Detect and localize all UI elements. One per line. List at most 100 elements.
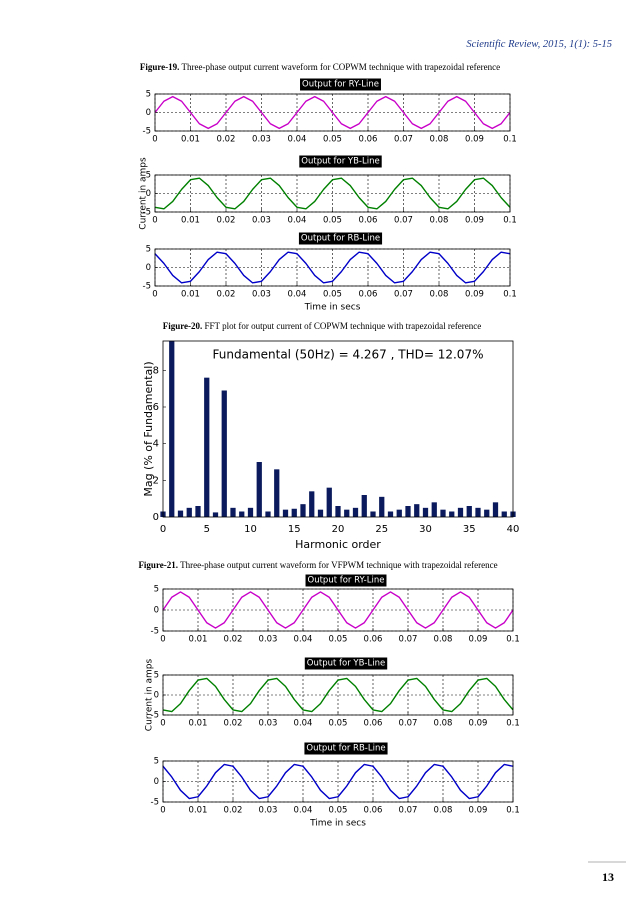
x-tick-label: 0 [160, 806, 165, 816]
bar [361, 495, 367, 517]
x-tick-label: 0.03 [252, 216, 271, 226]
y-tick-label: 5 [146, 245, 151, 255]
x-tick-label: 0.05 [329, 635, 348, 645]
bar [370, 511, 376, 517]
x-tick-label: 0.07 [394, 216, 413, 226]
bar [449, 511, 455, 517]
line-series [154, 95, 511, 130]
x-tick-label: 40 [507, 524, 520, 535]
x-tick-label: 0.02 [224, 806, 243, 816]
figure-caption: Figure-19. Three-phase output current wa… [140, 62, 500, 72]
bar [335, 506, 341, 517]
x-tick-label: 0.04 [288, 216, 307, 226]
x-tick-label: 10 [244, 524, 257, 535]
plot-title: Output for YB-Line [301, 157, 379, 167]
x-tick-label: 0.04 [288, 135, 307, 145]
x-tick-label: 0.1 [503, 216, 517, 226]
x-tick-label: 25 [375, 524, 388, 535]
bar [195, 506, 201, 517]
x-tick-label: 0.08 [430, 135, 449, 145]
x-tick-label: 0.1 [503, 135, 517, 145]
y-tick-label: 5 [154, 671, 159, 681]
x-tick-label: 0.09 [465, 216, 484, 226]
y-tick-label: 0 [146, 108, 151, 118]
title-background [299, 155, 382, 168]
bar [247, 507, 254, 517]
y-tick-label: 4 [153, 439, 159, 450]
running-header: Scientific Review, 2015, 1(1): 5-15 [466, 39, 612, 50]
y-tick-label: -5 [151, 798, 159, 808]
bar [256, 462, 262, 517]
x-tick-label: 30 [419, 524, 432, 535]
y-axis-label: Current in amps [139, 157, 149, 230]
bar [186, 507, 192, 517]
axes-box [162, 674, 514, 716]
bar [414, 504, 420, 517]
axes-box [162, 760, 514, 803]
bar [352, 507, 359, 517]
x-tick-label: 0.02 [224, 635, 243, 645]
x-tick-label: 0.09 [469, 719, 488, 729]
y-tick-label: 0 [146, 189, 151, 199]
chart: 0 0.01 0.02 0.03 0.04 0.05 0.06 0.07 0.08 0.09 0.1… [143, 232, 517, 313]
bar [309, 491, 315, 517]
y-axis-label: Current in amps [145, 658, 155, 731]
x-tick-label: 0 [160, 524, 166, 535]
x-tick-label: 0.06 [359, 135, 378, 145]
bar [440, 509, 446, 517]
caption-text: FFT plot for output current of COPWM tec… [202, 321, 481, 331]
bar [212, 512, 219, 517]
x-tick-label: 0.02 [217, 135, 236, 145]
x-tick-label: 0 [160, 635, 165, 645]
x-tick-label: 0 [152, 135, 157, 145]
chart: 0 0.01 0.02 0.03 0.04 0.05 0.06 0.07 0.08 0.09 0.1… [139, 155, 517, 230]
x-tick-label: 0.09 [465, 135, 484, 145]
x-tick-label: 0.05 [323, 290, 342, 300]
bar [466, 506, 472, 517]
y-tick-label: 6 [153, 402, 159, 413]
y-axis-label: Mag (% of Fundamental) [142, 361, 155, 496]
bar [475, 507, 481, 517]
x-tick-label: 0.04 [294, 635, 313, 645]
x-tick-label: 0.08 [430, 290, 449, 300]
figure-caption: Figure-20. FFT plot for output current o… [163, 321, 482, 331]
bar [379, 496, 385, 517]
bar [405, 506, 411, 517]
title-background [304, 657, 388, 670]
x-tick-label: 0.08 [434, 719, 453, 729]
plot-title: Output for RB-Line [306, 744, 385, 754]
x-tick-label: 0.06 [364, 806, 383, 816]
y-tick-label: 0 [153, 512, 159, 523]
x-tick-label: 0.09 [469, 635, 488, 645]
journal-name: Scientific Review [466, 39, 538, 50]
bar [501, 511, 507, 517]
page-number: 13 [602, 870, 614, 884]
figure-caption: Figure-21. Three-phase output current wa… [138, 560, 497, 570]
x-axis-label: Time in secs [304, 303, 361, 313]
caption-label: Figure-19. [140, 62, 180, 72]
chart: 0 0.01 0.02 0.03 0.04 0.05 0.06 0.07 0.08 0.09 0.1… [151, 574, 520, 645]
y-tick-label: -5 [151, 627, 159, 637]
y-tick-label: 5 [154, 585, 159, 595]
x-tick-label: 0.05 [323, 216, 342, 226]
x-tick-label: 0.04 [288, 290, 307, 300]
bar [344, 509, 350, 517]
y-tick-label: 0 [154, 606, 159, 616]
x-tick-label: 0.03 [259, 719, 278, 729]
chart: 0 0.01 0.02 0.03 0.04 0.05 0.06 0.07 0.08 0.09 0.1… [143, 78, 517, 145]
bar [317, 509, 324, 517]
bar [484, 509, 490, 517]
y-tick-label: 5 [146, 90, 151, 100]
x-tick-label: 0.03 [252, 135, 271, 145]
bar [230, 507, 236, 517]
bar [492, 502, 499, 517]
y-tick-label: 8 [153, 365, 159, 376]
y-tick-label: 0 [154, 777, 159, 787]
x-tick-label: 0 [160, 719, 165, 729]
x-tick-label: 0.1 [506, 719, 520, 729]
x-tick-label: 0.02 [217, 290, 236, 300]
x-tick-label: 0.1 [506, 806, 520, 816]
y-tick-label: 0 [154, 691, 159, 701]
bar [204, 377, 210, 517]
